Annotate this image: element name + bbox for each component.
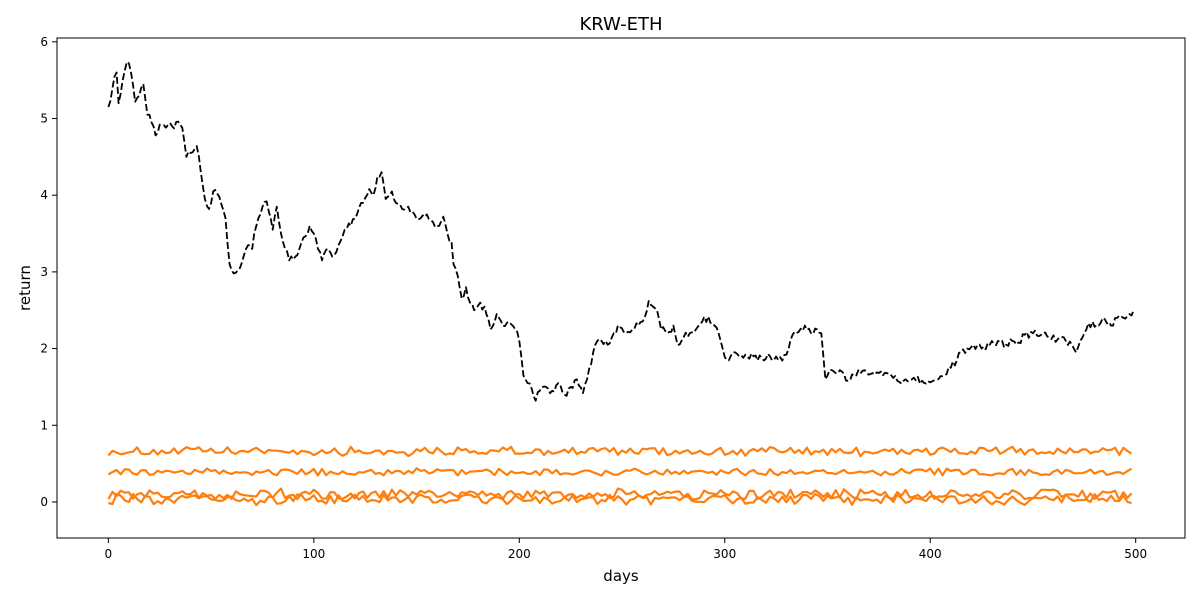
x-tick-label: 500 [1124,547,1147,561]
x-tick-label: 0 [105,547,113,561]
y-tick-label: 6 [40,35,48,49]
x-tick-label: 300 [713,547,736,561]
return-series-line [107,467,1133,477]
y-axis-label: return [16,265,34,311]
plot-frame [56,37,1186,539]
y-axis: 0 1 2 3 4 5 6 [40,35,57,509]
return-series-line [107,487,1133,501]
y-tick-label: 3 [40,265,48,279]
x-tick-label: 100 [302,547,325,561]
y-tick-label: 0 [40,495,48,509]
return-series-line [108,492,1132,507]
return-series-line [107,445,1133,458]
y-tick-label: 5 [40,112,48,126]
x-axis-label: days [603,567,639,585]
y-tick-label: 1 [40,418,48,432]
x-axis: 0 100 200 300 400 500 [105,538,1147,561]
x-tick-label: 400 [919,547,942,561]
price-line [107,60,1135,402]
chart-title: KRW-ETH [579,14,662,35]
y-tick-label: 4 [40,188,48,202]
plot-area [107,60,1135,507]
x-tick-label: 200 [508,547,531,561]
y-tick-label: 2 [40,342,48,356]
